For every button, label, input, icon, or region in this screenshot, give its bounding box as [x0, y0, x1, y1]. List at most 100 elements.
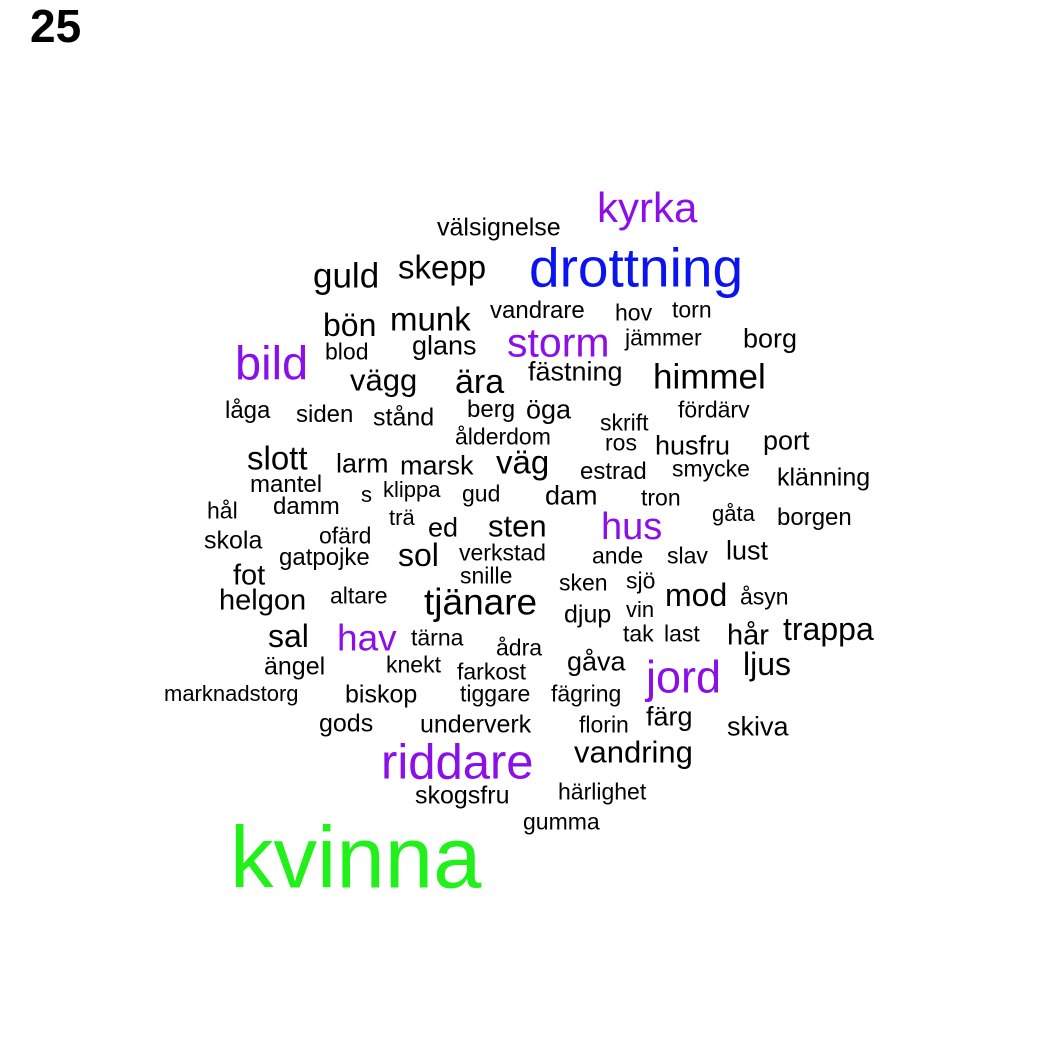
cloud-word-damm: damm	[273, 493, 340, 520]
cloud-word-trappa: trappa	[783, 611, 874, 647]
cloud-word-borgen: borgen	[777, 504, 852, 531]
cloud-word-skogsfru: skogsfru	[415, 781, 510, 810]
cloud-word-slott: slott	[247, 439, 308, 477]
cloud-word-tak: tak	[623, 620, 654, 647]
cloud-word-riddare: riddare	[381, 735, 534, 790]
cloud-word-s: s	[361, 482, 372, 507]
cloud-word-skrift: skrift	[600, 409, 649, 436]
cloud-word-fot: fot	[233, 559, 266, 592]
cloud-word-farkost: farkost	[457, 658, 527, 685]
cloud-word-ålderdom: ålderdom	[455, 423, 551, 450]
cloud-word-mantel: mantel	[250, 471, 323, 498]
cloud-word-bild: bild	[235, 336, 309, 390]
cloud-word-vägg: vägg	[350, 362, 418, 398]
cloud-word-stånd: stånd	[373, 403, 435, 432]
cloud-word-bön: bön	[323, 307, 377, 343]
cloud-word-gud: gud	[462, 480, 501, 507]
cloud-word-jämmer: jämmer	[625, 324, 702, 351]
cloud-word-hål: hål	[207, 497, 238, 524]
cloud-word-storm: storm	[507, 319, 610, 366]
cloud-word-skola: skola	[204, 526, 263, 555]
cloud-word-sal: sal	[268, 618, 309, 654]
cloud-word-torn: torn	[672, 296, 712, 323]
cloud-word-gatpojke: gatpojke	[279, 544, 370, 571]
cloud-word-ljus: ljus	[743, 646, 792, 682]
cloud-word-lust: lust	[726, 535, 769, 566]
cloud-word-öga: öga	[526, 394, 572, 425]
cloud-word-ande: ande	[592, 542, 644, 569]
cloud-word-härlighet: härlighet	[558, 778, 647, 805]
cloud-word-guld: guld	[313, 256, 380, 296]
cloud-word-kvinna: kvinna	[230, 809, 482, 907]
cloud-word-glans: glans	[412, 330, 477, 361]
cloud-word-hår: hår	[727, 619, 769, 652]
cloud-word-gods: gods	[319, 709, 374, 738]
cloud-word-underverk: underverk	[420, 710, 532, 739]
cloud-word-fästning: fästning	[528, 356, 623, 387]
cloud-word-port: port	[763, 425, 810, 456]
cloud-word-helgon: helgon	[219, 584, 307, 617]
cloud-word-låga: låga	[225, 397, 271, 424]
cloud-word-välsignelse: välsignelse	[437, 213, 561, 242]
cloud-word-marknadstorg: marknadstorg	[164, 681, 299, 706]
cloud-word-blod: blod	[325, 338, 369, 365]
cloud-word-ed: ed	[428, 512, 459, 543]
cloud-word-dam: dam	[545, 480, 598, 511]
cloud-word-hav: hav	[337, 617, 397, 659]
cloud-word-ros: ros	[605, 429, 637, 456]
cloud-word-last: last	[664, 620, 700, 647]
cloud-word-berg: berg	[467, 396, 516, 423]
cloud-word-himmel: himmel	[653, 357, 766, 397]
cloud-word-klänning: klänning	[777, 463, 871, 492]
cloud-word-borg: borg	[743, 323, 798, 354]
cloud-word-tjänare: tjänare	[424, 581, 538, 623]
cloud-word-djup: djup	[564, 600, 612, 629]
cloud-word-ära: ära	[455, 363, 505, 401]
cloud-word-ängel: ängel	[264, 652, 326, 681]
cloud-word-biskop: biskop	[345, 680, 418, 709]
cloud-word-färg: färg	[646, 701, 693, 732]
cloud-word-tron: tron	[641, 484, 681, 511]
cloud-word-vandring: vandring	[574, 734, 693, 770]
cloud-word-snille: snille	[460, 562, 513, 589]
cloud-word-estrad: estrad	[580, 458, 647, 485]
cloud-word-skepp: skepp	[398, 248, 487, 286]
cloud-word-verkstad: verkstad	[459, 539, 546, 566]
cloud-word-ofärd: ofärd	[319, 522, 372, 549]
cloud-word-hov: hov	[615, 299, 653, 326]
cloud-word-åsyn: åsyn	[740, 583, 789, 610]
cloud-word-sten: sten	[488, 508, 547, 544]
cloud-word-gåta: gåta	[712, 501, 755, 526]
cloud-word-sken: sken	[559, 569, 608, 596]
cloud-word-tärna: tärna	[411, 624, 464, 651]
cloud-word-drottning: drottning	[529, 236, 744, 299]
cloud-word-klippa: klippa	[383, 477, 441, 502]
cloud-word-husfru: husfru	[655, 430, 731, 461]
cloud-word-knekt: knekt	[386, 651, 441, 678]
cloud-word-altare: altare	[330, 582, 388, 609]
cloud-word-trä: trä	[389, 505, 415, 530]
cloud-word-hus: hus	[601, 506, 663, 548]
cloud-word-vandrare: vandrare	[490, 297, 585, 324]
cloud-word-ådra: ådra	[496, 634, 543, 661]
cloud-word-fägring: fägring	[551, 680, 622, 707]
cloud-word-florin: florin	[579, 711, 629, 738]
cloud-word-siden: siden	[296, 401, 354, 428]
cloud-word-mod: mod	[665, 577, 728, 613]
cloud-word-vin: vin	[626, 597, 655, 622]
cloud-word-sol: sol	[398, 537, 439, 573]
cloud-word-fördärv: fördärv	[678, 396, 750, 423]
cloud-word-gåva: gåva	[567, 646, 626, 677]
cloud-word-kyrka: kyrka	[597, 184, 698, 231]
cloud-word-tiggare: tiggare	[460, 680, 531, 707]
cloud-word-sjö: sjö	[626, 567, 656, 594]
cloud-word-munk: munk	[390, 300, 471, 338]
cloud-word-larm: larm	[336, 448, 389, 479]
page-number: 25	[30, 0, 82, 52]
cloud-word-smycke: smycke	[672, 455, 750, 482]
cloud-word-gumma: gumma	[523, 808, 600, 835]
cloud-word-skiva: skiva	[727, 711, 789, 742]
cloud-word-marsk: marsk	[400, 450, 474, 481]
cloud-word-slav: slav	[667, 542, 708, 569]
